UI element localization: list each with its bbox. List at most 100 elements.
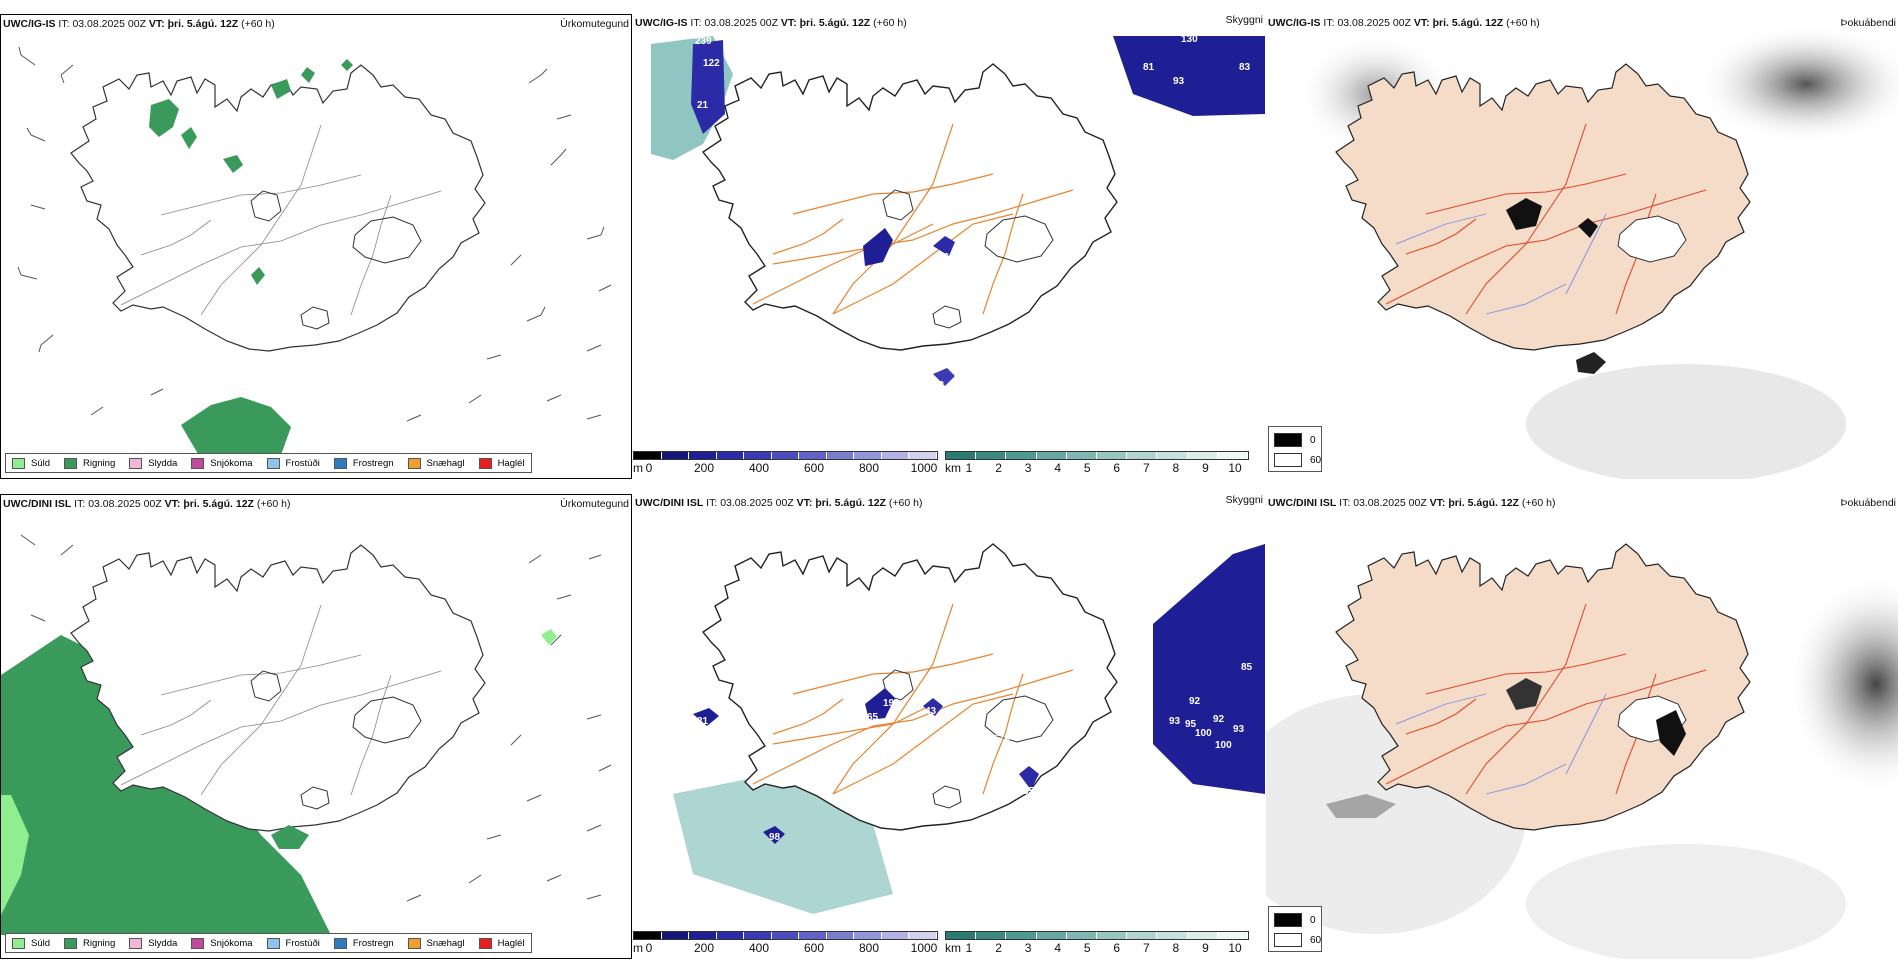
ceiling-colorbar-ticks: 0 200 400 600 800 1000 [633,941,938,955]
colorbar-segment [1157,932,1188,939]
legend-label: Haglél [497,937,525,949]
vt-label: VT: [796,497,813,509]
ceiling-value: 100 [1195,728,1212,739]
panel-title: Þokuábendi [1840,497,1896,509]
colorbar-tick-label: 400 [748,461,770,475]
map-canvas [1296,24,1898,479]
vt-label: VT: [148,18,165,30]
legend-item: Súld [12,937,50,949]
legend-label: Slydda [148,937,178,949]
vt-value: þri. 5.ágú. 12Z [183,498,254,510]
ceiling-colorbar-strip [633,931,938,940]
vt-label: VT: [164,498,181,510]
ceiling-colorbar-strip [633,451,938,460]
colorbar-segment [1157,452,1188,459]
visibility-colorbar-strip [945,931,1249,940]
fog-legend-label: 0 [1310,914,1316,926]
ceiling-value: 93 [1169,716,1181,727]
legend-item: Snjókoma [191,937,253,949]
panel-title: Úrkomutegund [560,498,629,510]
map-canvas [17,46,612,459]
vt-label: VT: [780,17,797,29]
colorbar-tick-label: 3 [1024,941,1032,955]
colorbar-tick-label: 800 [858,461,880,475]
vt-label: VT: [1413,17,1430,29]
panel-visibility-dini: 31 65 191 43 179 65 98 85 92 93 95 100 9… [633,494,1265,959]
ceiling-value: 83 [1239,62,1251,73]
colorbar-tick-label: 1 [965,941,973,955]
colorbar-segment [634,932,662,939]
colorbar-tick-label: 200 [693,461,715,475]
vt-value: þri. 5.ágú. 12Z [167,18,239,30]
colorbar-segment [689,452,717,459]
it-label: IT: [74,498,86,510]
ceiling-value: 93 [933,380,945,391]
legend-label: Snæhagl [426,457,465,469]
colorbar-segment [826,932,855,939]
legend-item: Frostúði [266,937,320,949]
colorbar-segment [946,932,977,939]
colorbar-segment [771,932,800,939]
ceiling-value: 85 [1241,662,1253,673]
ceiling-value: 100 [1215,740,1232,751]
colorbar-tick-label: 200 [693,941,715,955]
colorbar-tick-label: 7 [1142,461,1150,475]
ceiling-value: 57 [871,270,883,281]
colorbar-tick-label: 0 [645,461,653,475]
colorbar-tick-label: 400 [748,941,770,955]
map-canvas [1266,543,1898,959]
it-value: 03.08.2025 00Z [72,18,146,30]
legend-item: Snæhagl [407,457,465,469]
legend-item: Slydda [129,457,178,469]
colorbar-tick-label: 6 [1113,941,1121,955]
legend-label: Slydda [148,457,178,469]
legend-swatch [191,937,205,949]
legend-swatch [64,457,78,469]
colorbar-segment [1097,452,1128,459]
colorbar-segment [1097,932,1128,939]
ceiling-value: 66 [938,252,950,263]
fog-legend-label: 0 [1310,434,1316,446]
ceiling-value: 21 [697,100,709,111]
legend-swatch [129,937,143,949]
legend-item: Haglél [478,457,525,469]
colorbar-tick-label: 10 [1228,941,1242,955]
panel-header: UWC/DINI ISL IT: 03.08.2025 00Z VT: þri.… [635,497,922,509]
lead-time: (+60 h) [1506,17,1540,29]
lead-time: (+60 h) [873,17,907,29]
colorbar-tick-label: 9 [1202,461,1209,475]
map-canvas: 31 65 191 43 179 65 98 85 92 93 95 100 9… [673,543,1265,914]
colorbar-segment [854,452,882,459]
ceiling-unit: m [633,941,643,955]
ceiling-value: 191 [883,698,900,709]
vt-value: þri. 5.ágú. 12Z [815,497,886,509]
panel-title: Skyggni [1225,14,1263,26]
colorbar-segment [661,452,690,459]
colorbar-segment [1036,452,1067,459]
it-label: IT: [706,497,718,509]
colorbar-tick-label: 8 [1172,941,1180,955]
fog-swatch [1274,433,1302,447]
ceiling-value: 93 [1233,724,1245,735]
legend-swatch [333,457,347,469]
ceiling-value: 122 [703,58,720,69]
colorbar-segment [689,932,717,939]
colorbar-segment [976,452,1007,459]
panel-header: UWC/IG-IS IT: 03.08.2025 00Z VT: þri. 5.… [1268,17,1540,29]
legend-item: Frostúði [266,457,320,469]
legend-item: Rigning [64,457,115,469]
colorbar-tick-label: 2 [995,461,1002,475]
legend-item: Slydda [129,937,178,949]
it-label: IT: [58,18,70,30]
model-name: UWC/DINI ISL [3,498,72,510]
legend-item: Súld [12,457,50,469]
colorbar-segment [909,452,938,459]
colorbar-segment [1187,932,1218,939]
colorbar-tick-label: 6 [1113,461,1121,475]
it-label: IT: [690,17,702,29]
legend-label: Rigning [83,937,116,949]
fog-swatch [1274,933,1302,947]
colorbar-segment [1187,452,1218,459]
visibility-unit: km [945,941,961,955]
visibility-colorbar-ticks: 1 2 3 4 5 6 7 8 9 10 [945,461,1249,475]
